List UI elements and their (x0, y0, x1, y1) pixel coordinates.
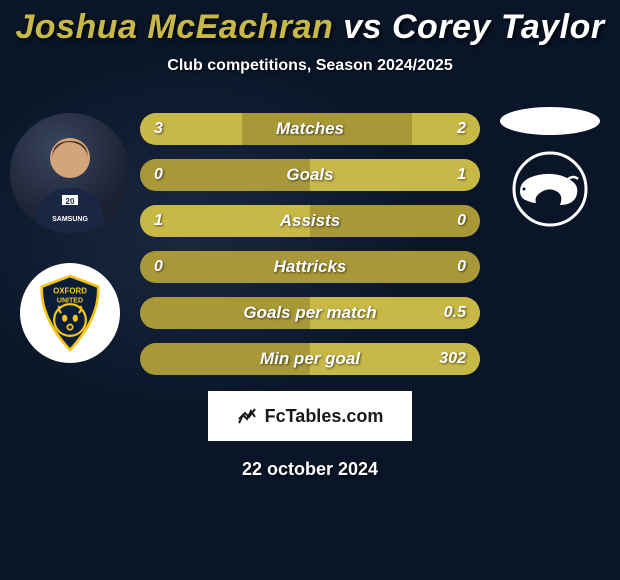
stat-row: 3Matches2 (140, 113, 480, 145)
stat-row: 1Assists0 (140, 205, 480, 237)
player1-club-logo: OXFORD UNITED (20, 263, 120, 363)
player1-photo: 20 SAMSUNG (10, 113, 130, 233)
stat-row: Goals per match0.5 (140, 297, 480, 329)
comparison-title: Joshua McEachran vs Corey Taylor (0, 8, 620, 47)
vs-text: vs (333, 8, 392, 46)
stats-area: 20 SAMSUNG OXFORD UNITED (0, 113, 620, 373)
stat-value-right: 1 (457, 166, 466, 184)
player1-name: Joshua McEachran (15, 8, 333, 46)
player2-badge-oval (500, 107, 600, 135)
player2-club-logo (500, 151, 600, 227)
stat-value-right: 302 (439, 350, 466, 368)
stat-value-right: 0 (457, 258, 466, 276)
svg-text:20: 20 (66, 197, 75, 206)
stat-value-right: 2 (457, 120, 466, 138)
stat-value-right: 0.5 (444, 304, 466, 322)
stat-row: 0Hattricks0 (140, 251, 480, 283)
svg-text:SAMSUNG: SAMSUNG (52, 216, 88, 223)
stat-label: Hattricks (140, 257, 480, 277)
stat-label: Matches (140, 119, 480, 139)
watermark-text: FcTables.com (265, 406, 384, 427)
stat-label: Goals per match (140, 303, 480, 323)
stat-label: Min per goal (140, 349, 480, 369)
stat-row: Min per goal302 (140, 343, 480, 375)
stat-label: Assists (140, 211, 480, 231)
stat-label: Goals (140, 165, 480, 185)
stat-row: 0Goals1 (140, 159, 480, 191)
player2-name: Corey Taylor (392, 8, 605, 46)
subtitle: Club competitions, Season 2024/2025 (0, 57, 620, 75)
date-text: 22 october 2024 (0, 459, 620, 480)
content-wrapper: Joshua McEachran vs Corey Taylor Club co… (0, 0, 620, 580)
chart-icon (237, 405, 259, 427)
stat-value-right: 0 (457, 212, 466, 230)
svg-text:OXFORD: OXFORD (53, 287, 87, 296)
watermark-badge: FcTables.com (208, 391, 412, 441)
stat-bars-container: 3Matches20Goals11Assists00Hattricks0Goal… (140, 113, 480, 375)
